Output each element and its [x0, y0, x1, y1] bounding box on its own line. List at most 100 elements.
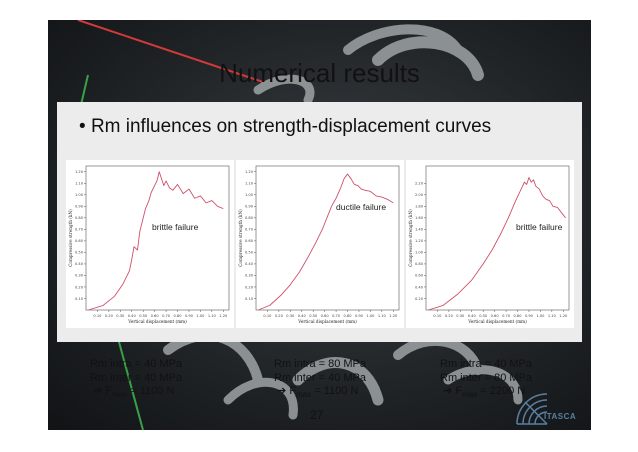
y-tick-label: 0.30	[245, 274, 254, 278]
x-tick-label: 0.20	[275, 314, 284, 318]
x-axis-label: Vertical displacement (mm)	[297, 319, 357, 324]
y-tick-label: 0.20	[245, 285, 254, 289]
y-axis-label: Compressive strength (kN)	[68, 209, 73, 267]
plot-area	[85, 165, 230, 311]
y-tick-label: 0.10	[75, 297, 84, 301]
y-tick-label: 0.80	[75, 216, 84, 220]
plot-area	[425, 165, 570, 311]
x-tick-label: 0.70	[332, 314, 341, 318]
y-tick-label: 1.40	[415, 228, 424, 232]
background-3d-render	[67, 20, 523, 430]
y-tick-label: 1.20	[75, 170, 84, 174]
y-tick-label: 0.50	[75, 251, 84, 255]
y-tick-label: 0.60	[415, 274, 424, 278]
x-tick-label: 0.60	[321, 314, 330, 318]
y-tick-label: 0.50	[245, 251, 254, 255]
y-tick-label: 1.00	[75, 193, 84, 197]
y-tick-label: 0.20	[415, 297, 424, 301]
x-tick-label: 0.60	[491, 314, 500, 318]
series-line	[258, 173, 394, 311]
x-tick-label: 0.20	[445, 314, 454, 318]
y-axis-label: Compressive strength (kN)	[408, 209, 413, 267]
x-tick-label: 0.50	[139, 314, 148, 318]
x-tick-label: 0.90	[525, 314, 534, 318]
x-tick-label: 0.40	[128, 314, 137, 318]
series-line	[88, 171, 224, 311]
x-tick-label: 1.10	[378, 314, 387, 318]
bullet-text: • Rm influences on strength-displacement…	[79, 116, 491, 138]
x-tick-label: 1.10	[208, 314, 217, 318]
page-number: 27	[310, 408, 324, 422]
caption-1: Rm intra = 40 MPa Rm inter = 40 MPa ➔ Fm…	[90, 358, 182, 402]
caption-fmax: ➔ Fmax = 2200 N	[443, 385, 526, 400]
y-tick-label: 1.00	[415, 251, 424, 255]
caption-line-intra: Rm intra = 80 MPa	[274, 358, 367, 370]
y-tick-label: 0.10	[245, 297, 254, 301]
caption-3: Rm intra = 40 MPa Rm inter = 80 MPa ➔ Fm…	[440, 358, 532, 402]
x-tick-label: 1.20	[219, 314, 228, 318]
itasca-logo-icon	[516, 393, 548, 425]
caption-line-inter: Rm inter = 40 MPa	[90, 371, 183, 384]
x-tick-label: 0.10	[93, 314, 102, 318]
x-tick-label: 0.70	[502, 314, 511, 318]
caption-line-intra: Rm intra = 40 MPa	[90, 358, 183, 370]
series-line	[428, 177, 566, 311]
y-tick-label: 0.70	[245, 228, 254, 232]
chart-svg: 0.10 0.20 0.30 0.40 0.50 0.60 0.70 0.80 0.90 1.00…	[238, 165, 400, 324]
arrow-icon: ➔	[277, 385, 287, 397]
slide: Numerical results • Rm influences on str…	[48, 20, 591, 430]
caption-line-inter: Rm inter = 80 MPa	[440, 371, 533, 384]
y-tick-label: 0.70	[75, 228, 84, 232]
logo-text: ITASCA	[544, 412, 577, 421]
y-tick-label: 0.40	[245, 262, 254, 266]
y-tick-label: 0.90	[75, 205, 84, 209]
x-tick-label: 0.10	[263, 314, 272, 318]
y-tick-label: 0.90	[245, 205, 254, 209]
x-tick-label: 0.30	[116, 314, 125, 318]
arrow-icon: ➔	[93, 385, 103, 397]
y-tick-label: 0.40	[75, 262, 84, 266]
x-tick-label: 0.80	[174, 314, 183, 318]
y-tick-label: 1.00	[245, 193, 254, 197]
x-tick-label: 1.00	[536, 314, 545, 318]
y-tick-label: 0.60	[75, 239, 84, 243]
chart-svg: 0.10 0.20 0.30 0.40 0.50 0.60 0.70 0.80 0.90 1.00…	[68, 165, 230, 324]
x-tick-label: 0.80	[514, 314, 523, 318]
chart-1: 0.10 0.20 0.30 0.40 0.50 0.60 0.70 0.80 0.90 1.00…	[66, 160, 234, 328]
y-tick-label: 1.20	[415, 239, 424, 243]
y-tick-label: 0.80	[245, 216, 254, 220]
arrow-icon: ➔	[443, 385, 453, 397]
chart-2: 0.10 0.20 0.30 0.40 0.50 0.60 0.70 0.80 0.90 1.00…	[236, 160, 404, 328]
x-tick-label: 0.30	[456, 314, 465, 318]
x-tick-label: 1.10	[548, 314, 557, 318]
x-tick-label: 0.80	[344, 314, 353, 318]
caption-2: Rm intra = 80 MPa Rm inter = 40 MPa ➔ Fm…	[274, 358, 366, 402]
content-panel: • Rm influences on strength-displacement…	[57, 102, 582, 342]
y-tick-label: 0.20	[75, 285, 84, 289]
x-tick-label: 0.40	[298, 314, 307, 318]
caption-fmax: ➔ Fmax = 1100 N	[277, 385, 359, 400]
chart-3: 0.10 0.20 0.30 0.40 0.50 0.60 0.70 0.80 0.90 1.00…	[406, 160, 574, 328]
x-tick-label: 0.40	[468, 314, 477, 318]
y-tick-label: 1.80	[415, 205, 424, 209]
slide-title: Numerical results	[219, 58, 420, 88]
y-tick-label: 2.20	[415, 182, 424, 186]
caption-line-intra: Rm intra = 40 MPa	[440, 358, 533, 370]
x-tick-label: 0.50	[479, 314, 488, 318]
y-axis-label: Compressive strength (kN)	[238, 209, 243, 267]
x-tick-label: 0.90	[355, 314, 364, 318]
caption-fmax: ➔ Fmax = 1100 N	[93, 385, 175, 400]
x-tick-label: 1.00	[366, 314, 375, 318]
y-tick-label: 0.80	[415, 262, 424, 266]
bullet-label: Rm influences on strength-displacement c…	[90, 116, 492, 137]
x-tick-label: 1.20	[389, 314, 398, 318]
x-tick-label: 0.70	[162, 314, 171, 318]
caption-line-inter: Rm inter = 40 MPa	[274, 371, 367, 384]
plot-area	[255, 165, 400, 311]
bullet-icon: •	[79, 116, 91, 137]
y-tick-label: 1.10	[245, 182, 254, 186]
chart-annotation: ductile failure	[336, 202, 387, 212]
x-tick-label: 0.90	[185, 314, 194, 318]
y-tick-label: 2.00	[415, 193, 424, 197]
y-tick-label: 0.40	[415, 285, 424, 289]
